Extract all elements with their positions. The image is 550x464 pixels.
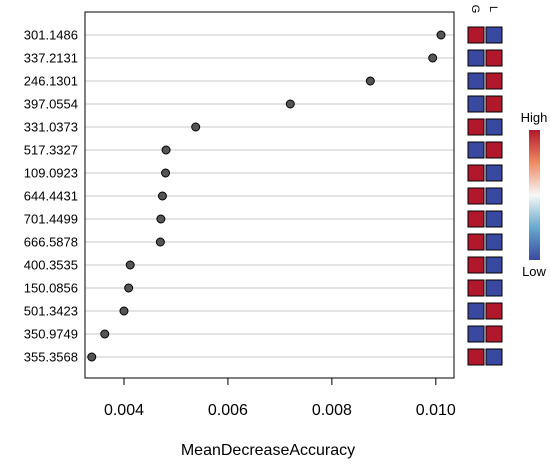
data-point xyxy=(124,283,134,293)
heatmap-cell xyxy=(467,302,485,320)
heatmap-cell xyxy=(485,233,503,251)
data-point xyxy=(365,76,375,86)
heatmap-column-label: L xyxy=(487,6,499,12)
data-point xyxy=(436,30,446,40)
heatmap-cell xyxy=(485,302,503,320)
y-tick-label: 350.9749 xyxy=(24,327,78,342)
heatmap-cell xyxy=(467,210,485,228)
y-tick-label: 337.2131 xyxy=(24,51,78,66)
y-tick-label: 355.3568 xyxy=(24,350,78,365)
legend-low-label: Low xyxy=(522,264,546,279)
heatmap-cell xyxy=(467,233,485,251)
heatmap-cell xyxy=(485,325,503,343)
heatmap-cell xyxy=(467,49,485,67)
heatmap-cell xyxy=(485,141,503,159)
color-legend: High Low xyxy=(521,110,548,279)
heatmap-cell xyxy=(467,256,485,274)
data-point xyxy=(161,168,171,178)
legend-colorbar xyxy=(529,130,540,260)
heatmap-cell xyxy=(467,279,485,297)
y-tick-label: 400.3535 xyxy=(24,258,78,273)
y-tick-label: 301.1486 xyxy=(24,28,78,43)
heatmap-cell xyxy=(467,325,485,343)
heatmap-cell xyxy=(485,256,503,274)
heatmap-cell xyxy=(467,348,485,366)
x-tick-label: 0.004 xyxy=(104,402,144,419)
x-tick-label: 0.010 xyxy=(416,402,456,419)
heatmap-cell xyxy=(485,95,503,113)
heatmap-cell xyxy=(467,72,485,90)
heatmap-cell xyxy=(485,118,503,136)
heatmap-cell xyxy=(485,279,503,297)
data-points xyxy=(87,30,446,362)
heatmap-cell xyxy=(467,95,485,113)
data-point xyxy=(428,53,438,63)
data-point xyxy=(191,122,201,132)
legend-high-label: High xyxy=(521,110,548,125)
data-point xyxy=(157,191,167,201)
y-tick-label: 701.4499 xyxy=(24,212,78,227)
y-tick-label: 397.0554 xyxy=(24,97,78,112)
plot-frame xyxy=(84,11,455,379)
heatmap-cell xyxy=(485,26,503,44)
data-point xyxy=(156,214,166,224)
y-tick-label: 517.3327 xyxy=(24,143,78,158)
data-point xyxy=(87,352,97,362)
data-point xyxy=(161,145,171,155)
data-point xyxy=(119,306,129,316)
heatmap-cell xyxy=(485,210,503,228)
data-point xyxy=(125,260,135,270)
heatmap-cell xyxy=(467,141,485,159)
x-tick-label: 0.006 xyxy=(208,402,248,419)
y-axis-labels: 301.1486 337.2131 246.1301 397.0554 331.0373… xyxy=(24,28,78,365)
x-tick-label: 0.008 xyxy=(312,402,352,419)
y-tick-label: 666.5878 xyxy=(24,235,78,250)
guide-lines xyxy=(85,34,454,358)
x-axis-title: MeanDecreaseAccuracy xyxy=(181,442,355,459)
heatmap-cell xyxy=(485,49,503,67)
heatmap-cell xyxy=(485,187,503,205)
heatmap-cell xyxy=(485,72,503,90)
y-tick-label: 246.1301 xyxy=(24,74,78,89)
y-tick-label: 644.4431 xyxy=(24,189,78,204)
heatmap-cell xyxy=(485,348,503,366)
data-point xyxy=(285,99,295,109)
data-point xyxy=(155,237,165,247)
heatmap-cell xyxy=(485,164,503,182)
y-tick-label: 331.0373 xyxy=(24,120,78,135)
x-axis: 0.004 0.006 0.008 0.010 xyxy=(104,377,456,419)
heatmap-cell xyxy=(467,118,485,136)
heatmap-cell xyxy=(467,26,485,44)
heatmap-column-label: G xyxy=(469,5,481,14)
y-tick-label: 150.0856 xyxy=(24,281,78,296)
heatmap-cell xyxy=(467,164,485,182)
data-point xyxy=(100,329,110,339)
y-tick-label: 109.0923 xyxy=(24,166,78,181)
heatmap-cell xyxy=(467,187,485,205)
y-tick-label: 501.3423 xyxy=(24,304,78,319)
